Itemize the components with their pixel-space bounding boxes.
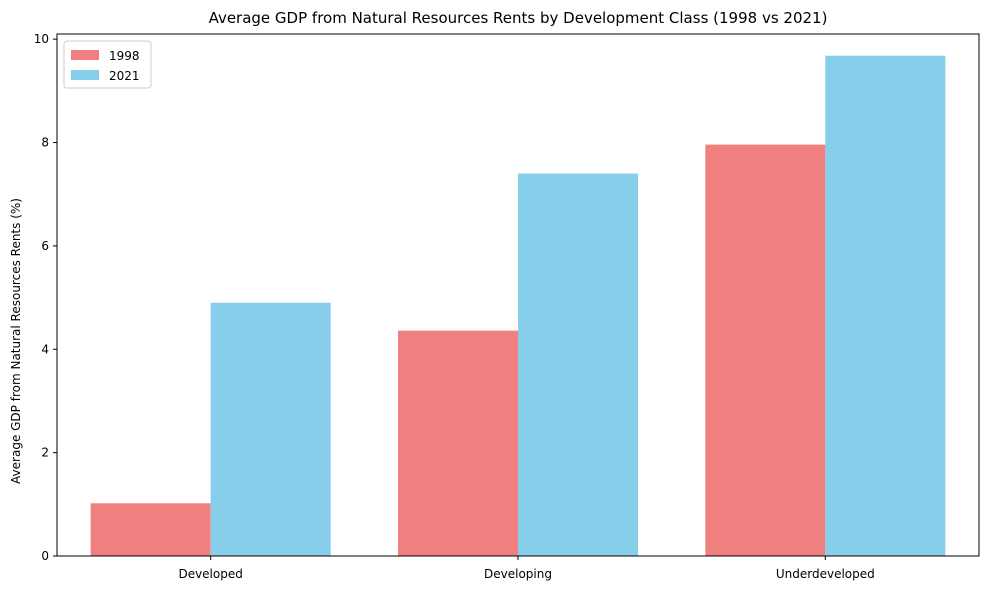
x-ticks: Developed Developing Underdeveloped [178,556,875,581]
x-tick-label: Underdeveloped [776,567,875,581]
y-tick-label: 6 [41,239,49,253]
legend-label-2021: 2021 [109,69,140,83]
y-tick-label: 2 [41,446,49,460]
bar-developing-2021 [518,173,638,556]
bar-developing-1998 [398,330,518,556]
legend-label-1998: 1998 [109,49,140,63]
y-ticks: 0 2 4 6 8 10 [34,32,57,563]
plot-area: 0 2 4 6 8 10 Developed Developing Underdevelope… [34,32,980,581]
bar-underdeveloped-2021 [825,55,946,556]
bar-developed-1998 [90,503,211,556]
chart-title: Average GDP from Natural Resources Rents… [209,9,828,27]
legend-swatch-1998 [71,50,99,60]
legend-swatch-2021 [71,70,99,80]
y-axis-label: Average GDP from Natural Resources Rents… [9,198,23,484]
legend: 1998 2021 [63,40,152,89]
y-tick-label: 10 [34,32,49,46]
x-tick-label: Developed [178,567,242,581]
x-tick-label: Developing [484,567,552,581]
bars [90,55,946,556]
plot-frame [56,33,980,557]
bar-underdeveloped-1998 [705,144,826,556]
y-tick-label: 4 [41,342,49,356]
bar-developed-2021 [210,302,331,556]
y-tick-label: 8 [41,136,49,150]
y-tick-label: 0 [41,549,49,563]
